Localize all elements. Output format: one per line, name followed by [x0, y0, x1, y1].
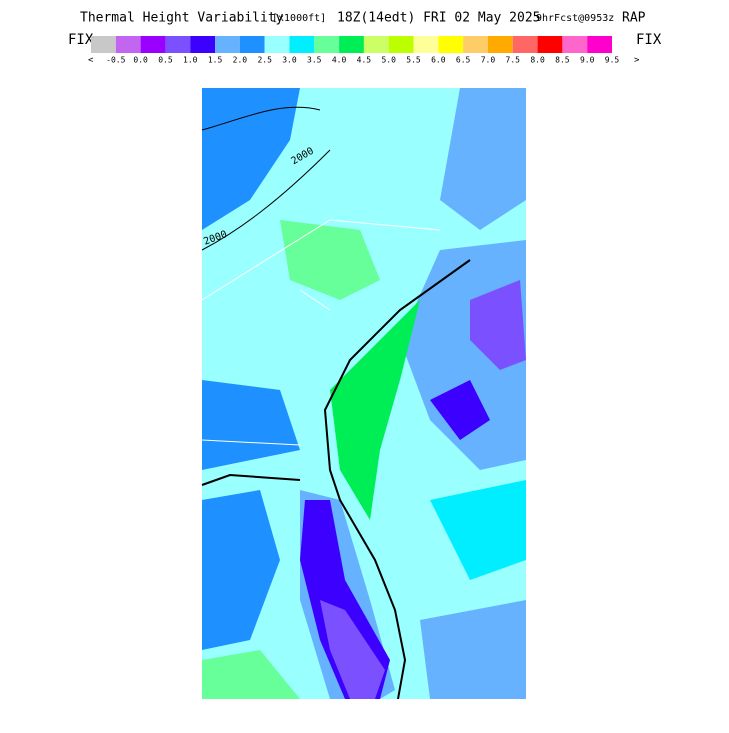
field: [202, 380, 300, 470]
legend-swatch: [587, 36, 612, 53]
legend-swatch: [562, 36, 588, 53]
scroll-right[interactable]: >: [634, 56, 640, 66]
field: [440, 88, 526, 230]
contour: [201, 106, 331, 251]
boundary: [201, 219, 441, 446]
legend-swatch: [512, 36, 538, 53]
legend-label: 4.5: [357, 56, 372, 65]
legend-swatch: [289, 36, 315, 53]
legend-label: 3.5: [307, 56, 322, 65]
field: [320, 600, 385, 699]
field: [470, 280, 526, 370]
legend-swatch: [438, 36, 464, 53]
title: Thermal Height Variability: [80, 11, 284, 26]
legend-swatch: [388, 36, 414, 53]
legend-label: 5.5: [406, 56, 421, 65]
field: [330, 300, 420, 520]
legend-label: -0.5: [106, 56, 125, 65]
fix-button[interactable]: FIX: [68, 32, 94, 48]
legend-swatch: [413, 36, 439, 53]
legend-label: 1.0: [183, 56, 198, 65]
legend-swatch: [487, 36, 513, 53]
coastline: [201, 473, 301, 486]
map: 2000 2000: [201, 88, 526, 700]
legend-label: 8.5: [555, 56, 570, 65]
field: [280, 220, 380, 300]
legend-label: 1.5: [208, 56, 223, 65]
legend-swatch: [363, 36, 389, 53]
legend-swatch: [537, 36, 563, 53]
legend-swatch: [140, 36, 166, 53]
field: [420, 600, 526, 699]
legend-label: 2.5: [257, 56, 272, 65]
field: [430, 480, 526, 580]
legend-swatch: [165, 36, 191, 53]
legend-swatch: [190, 36, 216, 53]
legend-swatch: [339, 36, 364, 53]
legend-swatch: [264, 36, 290, 53]
legend-label: 9.0: [580, 56, 595, 65]
legend-label: 4.0: [332, 56, 347, 65]
legend-swatch: [91, 36, 116, 53]
legend-swatch: [239, 36, 265, 53]
fix-button[interactable]: FIX: [636, 32, 662, 48]
legend-label: 6.5: [456, 56, 471, 65]
legend-label: 5.0: [381, 56, 396, 65]
forecast: 9hrFcst@0953z: [536, 13, 614, 24]
field: [202, 650, 300, 699]
legend-label: 6.0: [431, 56, 446, 65]
scroll-left[interactable]: <: [88, 56, 94, 66]
legend-label: 2.0: [233, 56, 248, 65]
legend-swatch: [463, 36, 488, 53]
coastline: [323, 259, 471, 700]
field: [430, 380, 490, 440]
field: [202, 88, 300, 230]
field: [202, 490, 280, 650]
legend-label: 8.0: [530, 56, 545, 65]
legend-label: 0.0: [133, 56, 148, 65]
legend-swatch: [215, 36, 240, 53]
legend-swatch: [314, 36, 340, 53]
valid-time: 18Z(14edt) FRI 02 May 2025: [337, 11, 541, 26]
legend-label: 3.0: [282, 56, 297, 65]
legend-label: 0.5: [158, 56, 173, 65]
legend-label: 7.0: [481, 56, 496, 65]
units: [x1000ft]: [272, 13, 326, 24]
model: RAP: [622, 11, 646, 26]
legend-swatch: [115, 36, 141, 53]
legend-label: 7.5: [506, 56, 521, 65]
legend-label: 9.5: [605, 56, 620, 65]
color-legend: -0.5 0.0 0.5 1.0 1.5 2.0 2.5 3.0 3.5 4.0 4.5 5.0 5.5…: [91, 36, 619, 65]
